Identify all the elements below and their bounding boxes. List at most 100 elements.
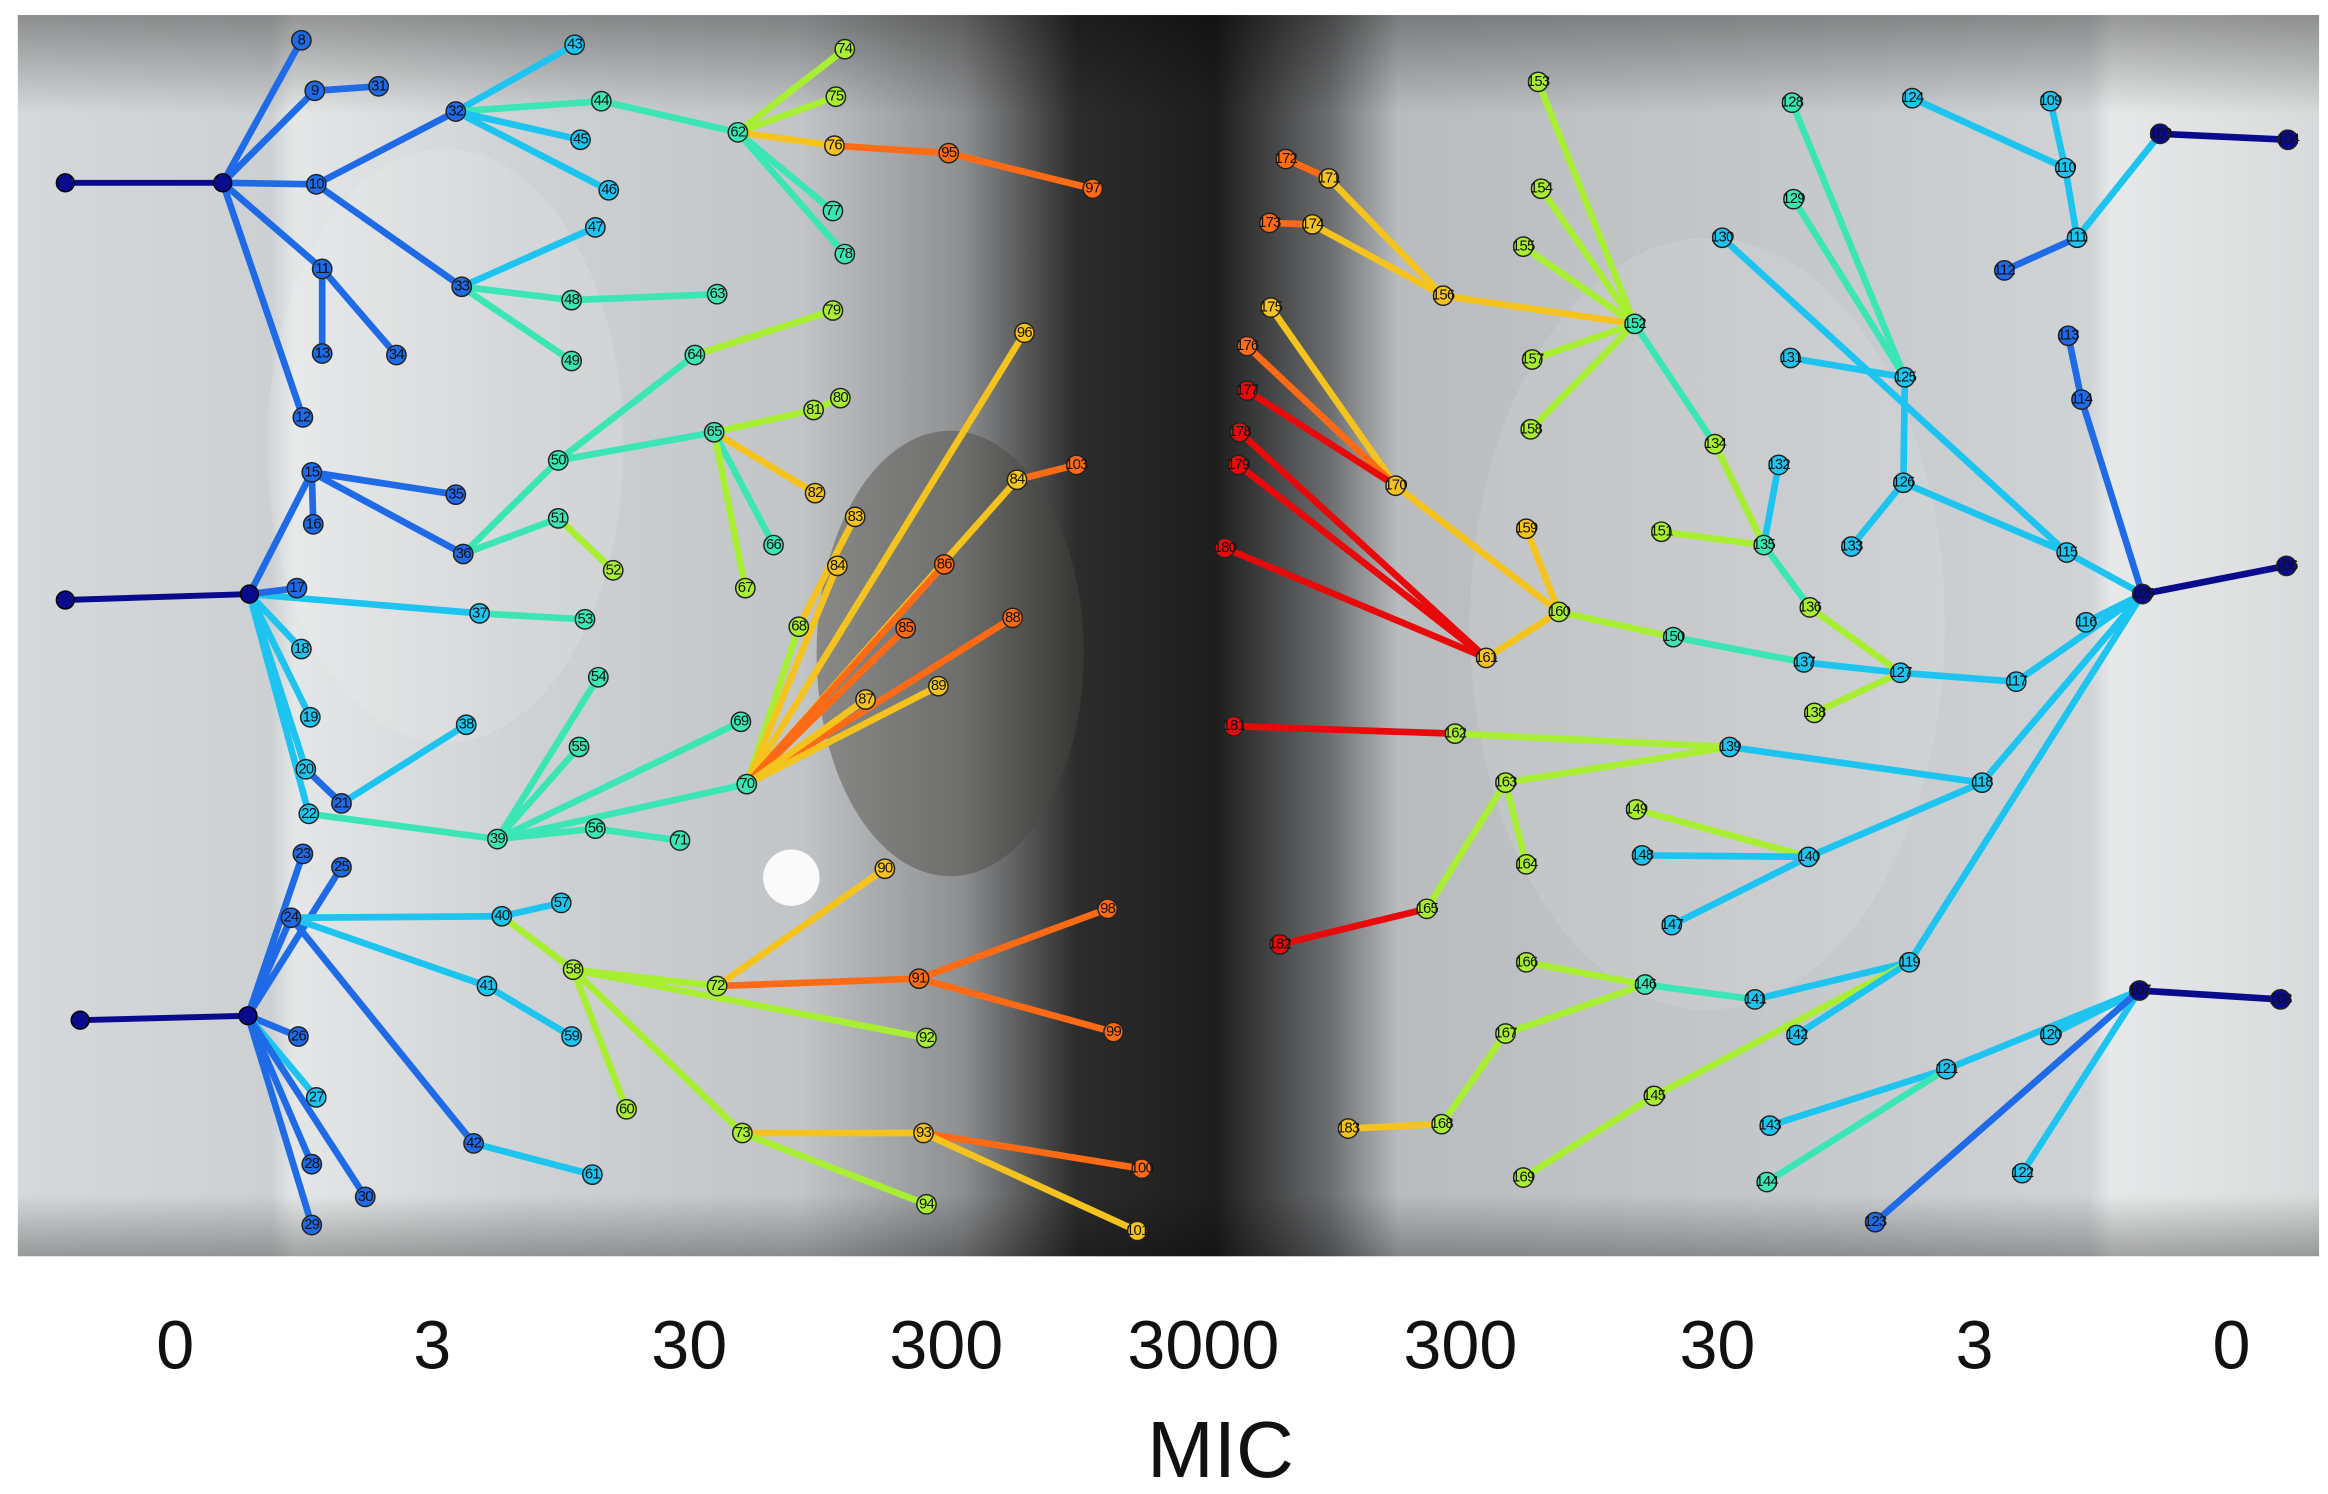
- node-label: 63: [710, 286, 726, 302]
- node-label: 39: [490, 831, 506, 847]
- node-label: 96: [1017, 325, 1033, 341]
- node-label: 162: [1444, 726, 1467, 742]
- node-label: 136: [1799, 599, 1822, 615]
- node-label: 8: [298, 32, 306, 48]
- node-label: 27: [309, 1089, 325, 1105]
- node-label: 172: [1274, 151, 1297, 167]
- node-label: 132: [1767, 457, 1790, 473]
- node-label: 92: [919, 1030, 935, 1046]
- node-label: 179: [1227, 457, 1250, 473]
- node-label: 12: [295, 409, 311, 425]
- axis-tick-label: 300: [889, 1307, 1003, 1383]
- node-label: 47: [588, 219, 604, 235]
- node-label: 50: [551, 452, 567, 468]
- node-label: 156: [1432, 288, 1455, 304]
- node-label: 30: [358, 1189, 374, 1205]
- node-label: 66: [766, 537, 782, 553]
- node-label: 25: [334, 859, 350, 875]
- node-label: 108: [2269, 991, 2292, 1007]
- node-label: 110: [2054, 160, 2076, 176]
- node-label: 165: [1416, 901, 1439, 917]
- node-label: 68: [791, 619, 807, 635]
- node-label: 124: [1901, 90, 1924, 106]
- node-label: 134: [1704, 436, 1727, 452]
- node-label: 53: [577, 611, 593, 627]
- axis-tick-label: 3: [1955, 1307, 1993, 1383]
- node-label: 154: [1530, 181, 1553, 197]
- node-label: 121: [1935, 1061, 1958, 1077]
- node-label: 166: [1515, 954, 1538, 970]
- node-label: 80: [833, 390, 849, 406]
- node-label: 76: [827, 138, 843, 154]
- node-label: 83: [848, 509, 864, 525]
- node-label: 49: [564, 353, 580, 369]
- node-label: 131: [1779, 350, 1802, 366]
- node-label: 128: [1781, 95, 1804, 111]
- node-label: 72: [710, 978, 726, 994]
- node-label: 67: [738, 580, 754, 596]
- node-label: 61: [585, 1167, 601, 1183]
- node-label: 16: [306, 516, 322, 532]
- axis-tick-label: 3: [413, 1307, 451, 1383]
- node-label: 139: [1718, 739, 1741, 755]
- node-label: 129: [1782, 191, 1805, 207]
- node-label: 146: [1634, 977, 1657, 993]
- node-label: 78: [837, 246, 853, 262]
- node-label: 170: [1384, 478, 1407, 494]
- node-label: 114: [2071, 392, 2093, 408]
- axis-tick-label: 30: [651, 1307, 727, 1383]
- node-label: 125: [1894, 369, 1917, 385]
- node-label: 34: [389, 347, 405, 363]
- node-label: 144: [1756, 1174, 1779, 1190]
- node-label: 95: [941, 145, 957, 161]
- axis-title: MIC: [1147, 1404, 1294, 1494]
- node-label: 54: [591, 669, 607, 685]
- node-label: 75: [828, 89, 844, 105]
- root-node: [241, 585, 259, 603]
- node-label: 65: [707, 424, 723, 440]
- node-label: 86: [937, 556, 953, 572]
- node-label: 60: [619, 1101, 635, 1117]
- node-label: 120: [2039, 1027, 2062, 1043]
- node-label: 89: [931, 678, 947, 694]
- node-label: 33: [454, 279, 470, 295]
- node-label: 169: [1512, 1170, 1535, 1186]
- node-label: 158: [1519, 421, 1542, 437]
- node-label: 122: [2011, 1165, 2034, 1181]
- node-label: 159: [1515, 521, 1538, 537]
- node-label: 11: [315, 261, 329, 277]
- node-label: 143: [1758, 1118, 1781, 1134]
- node-label: 79: [825, 303, 841, 319]
- axis-tick-label: 300: [1403, 1307, 1517, 1383]
- node-label: 94: [919, 1196, 935, 1212]
- node-label: 35: [448, 487, 464, 503]
- node-label: 13: [315, 346, 331, 362]
- edge: [223, 183, 317, 184]
- node-label: 28: [304, 1156, 320, 1172]
- node-label: 141: [1744, 991, 1767, 1007]
- node-label: 32: [448, 104, 464, 120]
- node-label: 43: [567, 37, 583, 53]
- node-label: 135: [1753, 537, 1776, 553]
- node-label: 90: [877, 861, 893, 877]
- node-label: 56: [588, 821, 604, 837]
- node-label: 37: [472, 605, 488, 621]
- node-label: 103: [2149, 126, 2172, 142]
- node-label: 58: [566, 962, 582, 978]
- node-label: 160: [1548, 604, 1571, 620]
- node-label: 137: [1793, 654, 1816, 670]
- node-label: 84: [830, 558, 846, 574]
- node-label: 42: [466, 1135, 482, 1151]
- node-label: 111: [2067, 230, 2088, 246]
- node-label: 88: [1005, 610, 1021, 626]
- node-label: 117: [2006, 674, 2028, 690]
- node-label: 98: [1100, 901, 1116, 917]
- edge: [1348, 1124, 1442, 1128]
- node-label: 118: [1971, 775, 1993, 791]
- node-label: 138: [1803, 705, 1826, 721]
- node-label: 17: [289, 580, 305, 596]
- node-label: 123: [1864, 1214, 1887, 1230]
- node-label: 82: [808, 485, 824, 501]
- node-label: 181: [1223, 718, 1246, 734]
- node-label: 24: [283, 910, 299, 926]
